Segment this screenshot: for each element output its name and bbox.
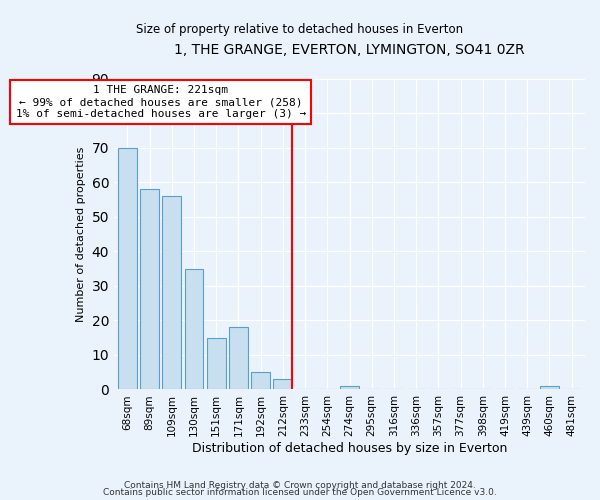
- Text: 1 THE GRANGE: 221sqm
← 99% of detached houses are smaller (258)
1% of semi-detac: 1 THE GRANGE: 221sqm ← 99% of detached h…: [16, 86, 306, 118]
- Y-axis label: Number of detached properties: Number of detached properties: [76, 146, 86, 322]
- Bar: [185, 268, 203, 390]
- Bar: [207, 338, 226, 390]
- Bar: [340, 386, 359, 390]
- Bar: [229, 328, 248, 390]
- Bar: [540, 386, 559, 390]
- Bar: [118, 148, 137, 390]
- Title: 1, THE GRANGE, EVERTON, LYMINGTON, SO41 0ZR: 1, THE GRANGE, EVERTON, LYMINGTON, SO41 …: [174, 42, 525, 56]
- X-axis label: Distribution of detached houses by size in Everton: Distribution of detached houses by size …: [192, 442, 507, 455]
- Text: Size of property relative to detached houses in Everton: Size of property relative to detached ho…: [136, 22, 464, 36]
- Text: Contains HM Land Registry data © Crown copyright and database right 2024.: Contains HM Land Registry data © Crown c…: [124, 480, 476, 490]
- Bar: [274, 379, 292, 390]
- Bar: [251, 372, 270, 390]
- Bar: [140, 189, 159, 390]
- Bar: [163, 196, 181, 390]
- Text: Contains public sector information licensed under the Open Government Licence v3: Contains public sector information licen…: [103, 488, 497, 497]
